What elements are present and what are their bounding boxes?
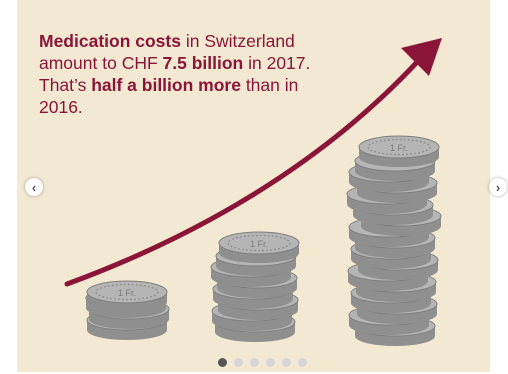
carousel-dot-2[interactable] <box>234 358 243 367</box>
carousel-dot-1[interactable] <box>218 358 227 367</box>
headline-text-2: in 2017. That’s <box>39 53 311 95</box>
carousel-slide: Medication costs in Switzerland amount t… <box>17 0 490 372</box>
carousel-dot-4[interactable] <box>266 358 275 367</box>
carousel-next-button[interactable]: › <box>489 178 507 196</box>
coin-stack-large: 1 Fr. <box>346 135 442 347</box>
coin-label-small: 1 Fr. <box>118 288 136 298</box>
carousel-dot-3[interactable] <box>250 358 259 367</box>
headline-bold-amount: 7.5 billion <box>162 53 244 73</box>
carousel-dot-5[interactable] <box>282 358 291 367</box>
coin-stack-small: 1 Fr. <box>85 280 170 341</box>
headline-text-3: than in 2016. <box>39 75 299 117</box>
headline-bold-increase: half a billion more <box>91 75 241 95</box>
coin-label-large: 1 Fr. <box>390 143 408 153</box>
coin-label-medium: 1 Fr. <box>250 239 268 249</box>
growth-arrow <box>64 38 442 287</box>
coin-stacks-illustration: 1 Fr. 1 Fr. <box>64 38 442 347</box>
carousel-pagination <box>218 358 307 367</box>
coin-stack-medium: 1 Fr. <box>210 231 300 343</box>
headline-text-1: in Switzerland amount to CHF <box>39 31 295 73</box>
slide-headline: Medication costs in Switzerland amount t… <box>39 30 339 118</box>
carousel-dot-6[interactable] <box>298 358 307 367</box>
headline-bold-medication: Medication costs <box>39 31 181 51</box>
carousel-prev-button[interactable]: ‹ <box>25 178 43 196</box>
